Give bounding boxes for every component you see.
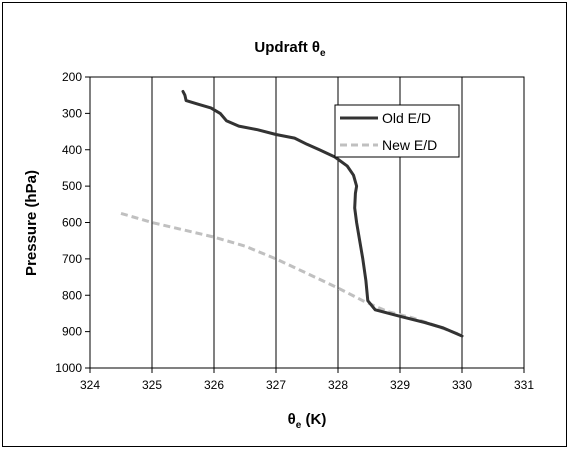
x-tick-label-329: 329: [390, 378, 410, 392]
legend-label-new: New E/D: [382, 137, 437, 153]
y-tick-label-400: 400: [62, 143, 82, 157]
series-line-new-ed: [120, 211, 463, 337]
ticks-layer: 324 325 326 327 328 329 330 331 200 300 400 500 600 7…: [55, 70, 534, 392]
x-axis-label-rest: (K): [301, 411, 326, 428]
y-tick-label-800: 800: [62, 288, 82, 302]
x-tick-label-330: 330: [452, 378, 472, 392]
x-tick-label-326: 326: [204, 378, 224, 392]
y-axis-label: Pressure (hPa): [23, 170, 40, 276]
x-tick-label-324: 324: [80, 378, 100, 392]
x-axis-label-main: θ: [288, 411, 296, 428]
legend-label-old: Old E/D: [382, 110, 431, 126]
x-tick-label-328: 328: [328, 378, 348, 392]
x-tick-label-331: 331: [514, 378, 534, 392]
y-tick-label-200: 200: [62, 70, 82, 84]
legend: Old E/D New E/D: [334, 104, 460, 158]
chart-title-main: Updraft θ: [254, 39, 320, 56]
x-axis-label: θe (K): [288, 411, 327, 431]
x-tick-label-325: 325: [142, 378, 162, 392]
y-tick-label-300: 300: [62, 106, 82, 120]
chart-title: Updraft θe: [254, 39, 326, 59]
chart-frame: [2, 2, 567, 447]
y-tick-label-500: 500: [62, 179, 82, 193]
y-tick-label-700: 700: [62, 252, 82, 266]
y-tick-label-1000: 1000: [55, 361, 82, 375]
series-layer: [120, 90, 464, 338]
y-tick-label-900: 900: [62, 325, 82, 339]
legend-box: [334, 104, 460, 158]
x-tick-label-327: 327: [266, 378, 286, 392]
chart-title-sub: e: [320, 48, 326, 59]
y-tick-label-600: 600: [62, 216, 82, 230]
x-axis-label-sub: e: [296, 420, 302, 431]
series-line-old-ed: [181, 90, 464, 338]
